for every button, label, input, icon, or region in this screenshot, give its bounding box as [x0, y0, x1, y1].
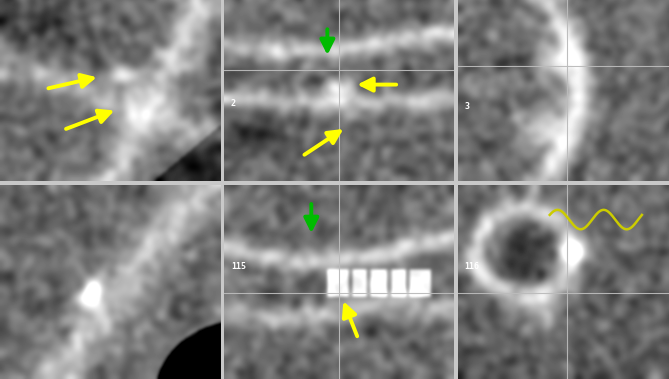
Text: 116: 116: [464, 262, 479, 271]
Text: 115: 115: [231, 262, 246, 271]
Text: 2: 2: [231, 99, 236, 108]
Text: 3: 3: [464, 102, 469, 111]
